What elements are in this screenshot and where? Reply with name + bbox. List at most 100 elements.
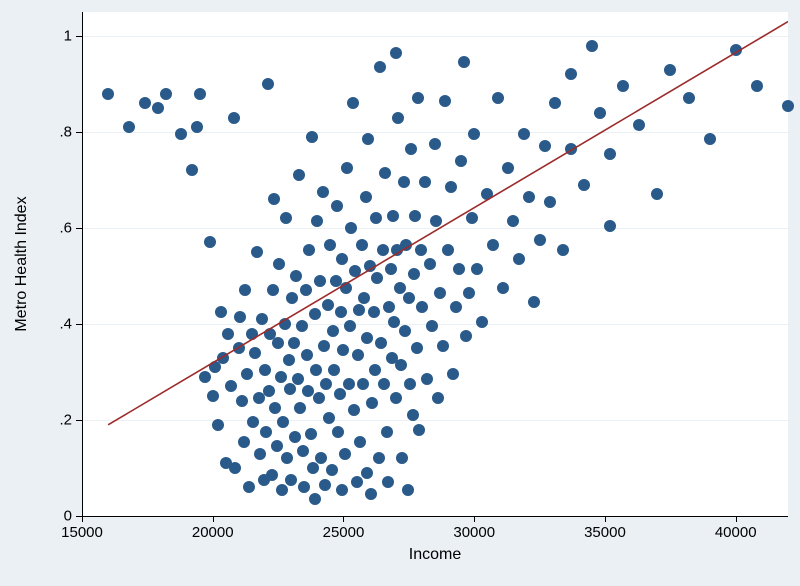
data-point bbox=[315, 452, 327, 464]
data-point bbox=[345, 222, 357, 234]
data-point bbox=[300, 284, 312, 296]
x-tick-label: 15000 bbox=[61, 524, 103, 541]
data-point bbox=[204, 236, 216, 248]
data-point bbox=[336, 253, 348, 265]
data-point bbox=[305, 428, 317, 440]
data-point bbox=[249, 347, 261, 359]
data-point bbox=[247, 416, 259, 428]
data-point bbox=[275, 371, 287, 383]
data-point bbox=[381, 426, 393, 438]
data-point bbox=[604, 220, 616, 232]
data-point bbox=[222, 328, 234, 340]
data-point bbox=[371, 272, 383, 284]
data-point bbox=[518, 128, 530, 140]
x-tick bbox=[736, 516, 737, 522]
data-point bbox=[356, 239, 368, 251]
data-point bbox=[455, 155, 467, 167]
data-point bbox=[341, 162, 353, 174]
data-point bbox=[445, 181, 457, 193]
data-point bbox=[307, 462, 319, 474]
data-point bbox=[186, 164, 198, 176]
data-point bbox=[365, 488, 377, 500]
data-point bbox=[377, 244, 389, 256]
data-point bbox=[492, 92, 504, 104]
y-tick-label: .6 bbox=[59, 220, 72, 237]
data-point bbox=[466, 212, 478, 224]
data-point bbox=[212, 419, 224, 431]
x-tick-label: 30000 bbox=[453, 524, 495, 541]
data-point bbox=[404, 378, 416, 390]
data-point bbox=[296, 320, 308, 332]
data-point bbox=[383, 301, 395, 313]
data-point bbox=[236, 395, 248, 407]
data-point bbox=[102, 88, 114, 100]
data-point bbox=[366, 397, 378, 409]
data-point bbox=[373, 452, 385, 464]
data-point bbox=[476, 316, 488, 328]
data-point bbox=[385, 263, 397, 275]
data-point bbox=[594, 107, 606, 119]
gridline bbox=[82, 420, 788, 421]
data-point bbox=[292, 373, 304, 385]
data-point bbox=[238, 436, 250, 448]
data-point bbox=[426, 320, 438, 332]
data-point bbox=[313, 392, 325, 404]
data-point bbox=[239, 284, 251, 296]
data-point bbox=[251, 246, 263, 258]
y-axis-line bbox=[82, 12, 83, 516]
x-tick bbox=[343, 516, 344, 522]
data-point bbox=[331, 200, 343, 212]
data-point bbox=[289, 431, 301, 443]
data-point bbox=[382, 476, 394, 488]
data-point bbox=[209, 361, 221, 373]
data-point bbox=[268, 193, 280, 205]
data-point bbox=[361, 332, 373, 344]
data-point bbox=[309, 308, 321, 320]
y-tick bbox=[76, 420, 82, 421]
data-point bbox=[267, 284, 279, 296]
data-point bbox=[243, 481, 255, 493]
data-point bbox=[335, 306, 347, 318]
data-point bbox=[370, 212, 382, 224]
data-point bbox=[277, 416, 289, 428]
data-point bbox=[416, 301, 428, 313]
data-point bbox=[419, 176, 431, 188]
data-point bbox=[339, 448, 351, 460]
x-tick-label: 40000 bbox=[715, 524, 757, 541]
data-point bbox=[463, 287, 475, 299]
y-tick bbox=[76, 324, 82, 325]
data-point bbox=[468, 128, 480, 140]
data-point bbox=[259, 364, 271, 376]
x-tick bbox=[474, 516, 475, 522]
data-point bbox=[432, 392, 444, 404]
data-point bbox=[399, 325, 411, 337]
data-point bbox=[253, 392, 265, 404]
data-point bbox=[320, 378, 332, 390]
data-point bbox=[229, 462, 241, 474]
data-point bbox=[683, 92, 695, 104]
data-point bbox=[294, 402, 306, 414]
data-point bbox=[586, 40, 598, 52]
data-point bbox=[288, 337, 300, 349]
data-point bbox=[285, 474, 297, 486]
data-point bbox=[578, 179, 590, 191]
data-point bbox=[460, 330, 472, 342]
y-tick bbox=[76, 36, 82, 37]
data-point bbox=[207, 390, 219, 402]
data-point bbox=[424, 258, 436, 270]
data-point bbox=[358, 292, 370, 304]
data-point bbox=[539, 140, 551, 152]
data-point bbox=[314, 275, 326, 287]
gridline bbox=[82, 132, 788, 133]
data-point bbox=[392, 112, 404, 124]
data-point bbox=[344, 320, 356, 332]
data-point bbox=[337, 344, 349, 356]
data-point bbox=[513, 253, 525, 265]
data-point bbox=[502, 162, 514, 174]
x-tick bbox=[605, 516, 606, 522]
y-tick-label: .4 bbox=[59, 316, 72, 333]
data-point bbox=[549, 97, 561, 109]
data-point bbox=[217, 352, 229, 364]
y-axis-label: Metro Health Index bbox=[13, 196, 31, 331]
data-point bbox=[324, 239, 336, 251]
